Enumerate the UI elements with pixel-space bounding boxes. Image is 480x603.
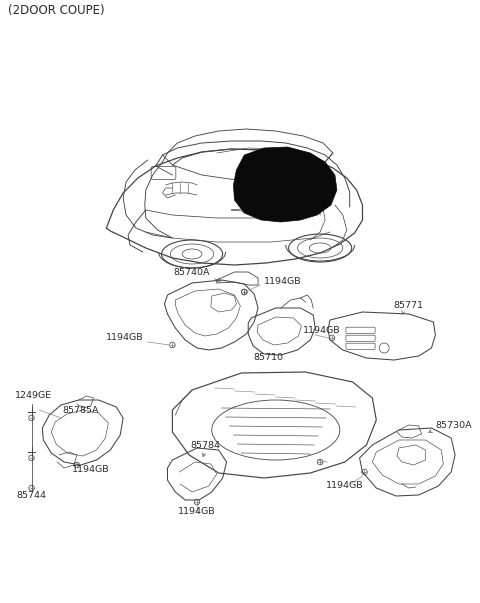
Text: 1194GB: 1194GB: [107, 333, 144, 342]
Text: 85710: 85710: [253, 353, 283, 362]
Text: 85771: 85771: [394, 301, 424, 310]
Text: 1194GB: 1194GB: [326, 481, 363, 490]
Text: 85785A: 85785A: [62, 406, 99, 415]
Text: 85784: 85784: [190, 441, 220, 450]
Polygon shape: [233, 147, 337, 222]
Text: 1194GB: 1194GB: [303, 326, 341, 335]
Text: 1249GE: 1249GE: [15, 391, 52, 400]
Text: 1194GB: 1194GB: [264, 277, 301, 286]
Text: 1194GB: 1194GB: [178, 507, 216, 516]
Text: 85730A: 85730A: [435, 421, 472, 430]
Text: (2DOOR COUPE): (2DOOR COUPE): [8, 4, 105, 17]
Text: 85740A: 85740A: [174, 268, 210, 277]
Text: 85744: 85744: [16, 491, 47, 500]
Text: 1194GB: 1194GB: [72, 465, 109, 474]
